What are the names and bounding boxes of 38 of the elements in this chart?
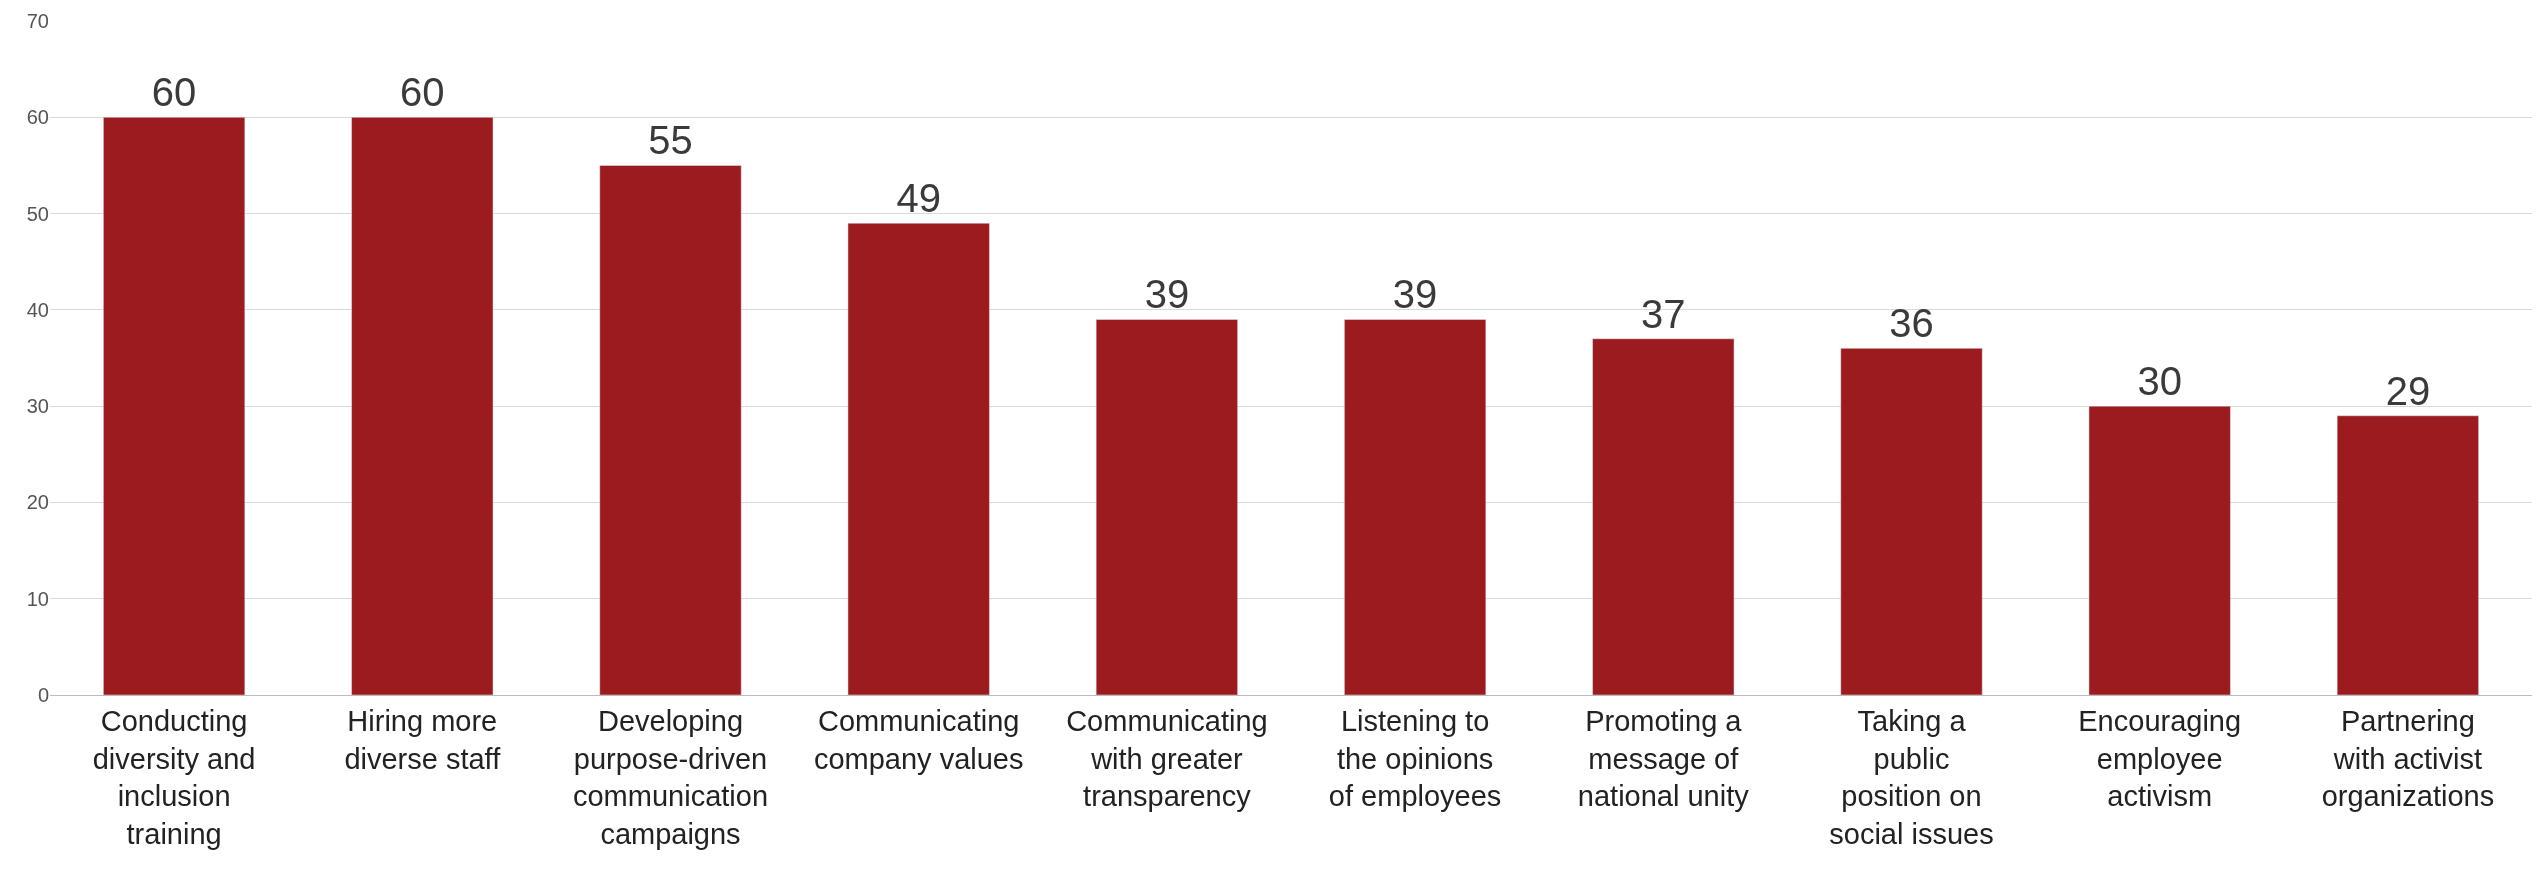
data-label: 60 — [400, 70, 445, 115]
x-tick-label: Listening to the opinions of employees — [1328, 704, 1502, 813]
data-label: 60 — [151, 70, 197, 115]
y-tick-label: 30 — [26, 395, 49, 418]
bar — [2088, 405, 2231, 695]
y-tick-label: 0 — [37, 684, 49, 706]
data-label: 36 — [1889, 301, 1934, 346]
bar — [1592, 338, 1735, 695]
x-tick-label: Hiring more diverse staff — [344, 704, 502, 775]
data-label: 29 — [2385, 368, 2431, 413]
data-label: 37 — [1641, 291, 1686, 336]
data-label: 30 — [2137, 359, 2182, 404]
x-tick-label: Communicating with greater transparency — [1066, 704, 1268, 813]
x-tick-label: Developing purpose-driven communication campaigns — [572, 704, 769, 850]
bar — [847, 222, 990, 695]
x-tick-label: Taking a public position on social issues — [1829, 704, 1994, 850]
bar — [103, 117, 246, 695]
x-tick-label: Partnering with activist organizations — [2321, 704, 2495, 813]
bar — [2336, 415, 2479, 695]
bar — [1095, 319, 1238, 695]
data-label: 39 — [1392, 272, 1438, 317]
bar — [351, 117, 494, 695]
bar — [599, 165, 742, 695]
bar — [1840, 348, 1983, 695]
x-tick-label: Communicating company values — [813, 704, 1024, 775]
y-tick-label: 20 — [26, 491, 49, 514]
x-tick-label: Conducting diversity and inclusion training — [92, 704, 256, 850]
x-tick-label: Encouraging employee activism — [2078, 704, 2242, 813]
bar — [1344, 319, 1487, 695]
y-tick-label: 40 — [26, 298, 49, 321]
y-tick-label: 70 — [26, 10, 49, 32]
data-label: 39 — [1144, 272, 1190, 317]
y-tick-label: 10 — [26, 587, 49, 610]
y-tick-label: 60 — [26, 106, 49, 129]
y-tick-label: 50 — [26, 202, 49, 225]
data-label: 55 — [648, 118, 693, 163]
x-tick-label: Promoting a message of national unity — [1577, 704, 1750, 813]
data-label: 49 — [896, 176, 941, 221]
